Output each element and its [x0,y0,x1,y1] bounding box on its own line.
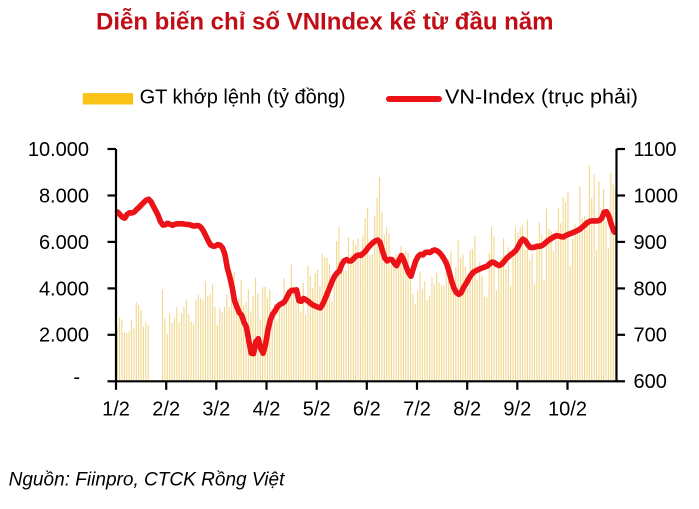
svg-text:Nguồn: Fiinpro, CTCK Rồng Việt: Nguồn: Fiinpro, CTCK Rồng Việt [9,470,286,491]
svg-text:-: - [73,367,80,389]
svg-text:10.000: 10.000 [28,139,89,161]
svg-text:600: 600 [634,371,667,393]
svg-text:5/2: 5/2 [303,399,331,421]
svg-text:700: 700 [634,325,667,347]
svg-text:7/2: 7/2 [403,399,431,421]
svg-text:4/2: 4/2 [253,399,281,421]
svg-text:10/2: 10/2 [548,399,587,421]
svg-text:1100: 1100 [634,139,677,161]
svg-text:Diễn biến chỉ số VNIndex kể từ: Diễn biến chỉ số VNIndex kể từ đầu năm [96,8,554,36]
svg-text:900: 900 [634,232,667,254]
svg-text:8.000: 8.000 [39,185,89,207]
svg-text:GT khớp lệnh (tỷ đồng): GT khớp lệnh (tỷ đồng) [140,86,346,108]
svg-text:9/2: 9/2 [503,399,531,421]
svg-text:8/2: 8/2 [453,399,481,421]
svg-text:1/2: 1/2 [102,399,130,421]
svg-text:6.000: 6.000 [39,232,89,254]
svg-text:6/2: 6/2 [353,399,381,421]
svg-text:3/2: 3/2 [202,399,230,421]
svg-text:800: 800 [634,278,667,300]
svg-text:2.000: 2.000 [39,325,89,347]
svg-text:1000: 1000 [634,185,679,207]
svg-text:4.000: 4.000 [39,278,89,300]
svg-text:2/2: 2/2 [152,399,180,421]
svg-text:VN-Index (trục phải): VN-Index (trục phải) [445,86,638,108]
